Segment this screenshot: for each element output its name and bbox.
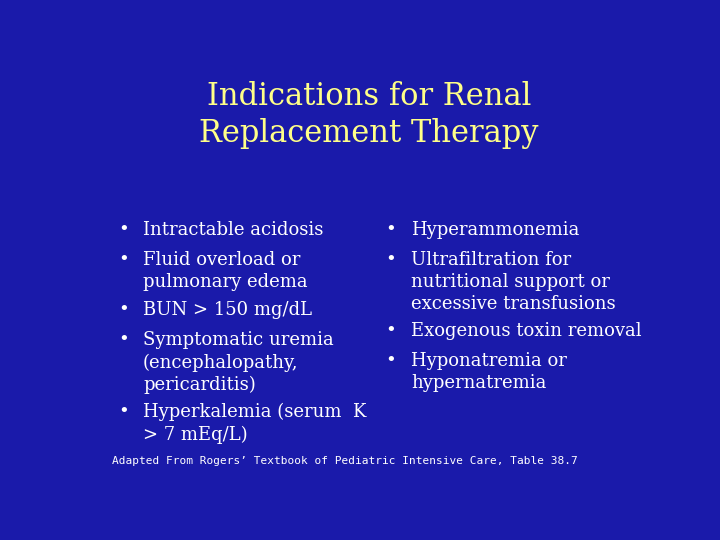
Text: BUN > 150 mg/dL: BUN > 150 mg/dL bbox=[143, 301, 312, 319]
Text: Symptomatic uremia
(encephalopathy,
pericarditis): Symptomatic uremia (encephalopathy, peri… bbox=[143, 332, 334, 394]
Text: •: • bbox=[386, 322, 397, 340]
Text: •: • bbox=[386, 251, 397, 269]
Text: Indications for Renal
Replacement Therapy: Indications for Renal Replacement Therap… bbox=[199, 82, 539, 150]
Text: •: • bbox=[118, 221, 129, 239]
Text: Hyperkalemia (serum  K
> 7 mEq/L): Hyperkalemia (serum K > 7 mEq/L) bbox=[143, 403, 366, 444]
Text: •: • bbox=[386, 221, 397, 239]
Text: Hyponatremia or
hypernatremia: Hyponatremia or hypernatremia bbox=[411, 352, 567, 393]
Text: Fluid overload or
pulmonary edema: Fluid overload or pulmonary edema bbox=[143, 251, 307, 291]
Text: Hyperammonemia: Hyperammonemia bbox=[411, 221, 579, 239]
Text: •: • bbox=[118, 332, 129, 349]
Text: •: • bbox=[118, 301, 129, 319]
Text: •: • bbox=[118, 403, 129, 421]
Text: Ultrafiltration for
nutritional support or
excessive transfusions: Ultrafiltration for nutritional support … bbox=[411, 251, 616, 313]
Text: •: • bbox=[386, 352, 397, 370]
Text: Adapted From Rogers’ Textbook of Pediatric Intensive Care, Table 38.7: Adapted From Rogers’ Textbook of Pediatr… bbox=[112, 456, 578, 466]
Text: Intractable acidosis: Intractable acidosis bbox=[143, 221, 323, 239]
Text: •: • bbox=[118, 251, 129, 269]
Text: Exogenous toxin removal: Exogenous toxin removal bbox=[411, 322, 642, 340]
